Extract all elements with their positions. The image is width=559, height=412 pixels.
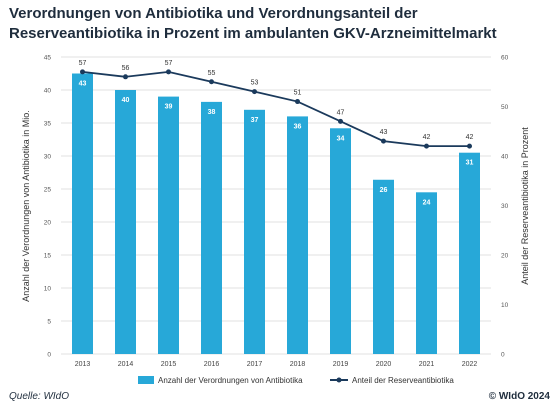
y-tick-label: 25 bbox=[44, 187, 52, 194]
copyright-note: © WIdO 2024 bbox=[488, 391, 550, 402]
x-tick-label: 2016 bbox=[204, 361, 220, 368]
legend: Anzahl der Verordnungen von Antibiotika … bbox=[138, 376, 454, 385]
bar bbox=[72, 73, 93, 354]
line-point bbox=[252, 89, 257, 95]
x-tick-label: 2017 bbox=[247, 361, 263, 368]
bar bbox=[115, 90, 136, 354]
line-path bbox=[82, 70, 470, 148]
line-point bbox=[166, 69, 171, 75]
y-tick-label: 40 bbox=[44, 88, 52, 95]
x-tick-label: 2015 bbox=[161, 361, 177, 368]
line-point bbox=[381, 138, 386, 144]
legend-bar-swatch bbox=[138, 376, 154, 384]
y2-tick-label: 40 bbox=[501, 154, 509, 161]
y-tick-label: 0 bbox=[47, 352, 51, 359]
line-value-labels: 57 56 57 55 53 51 47 43 42 42 bbox=[79, 60, 474, 141]
x-axis-ticks: 2013 2014 2015 2016 2017 2018 2019 2020 2021 2022 bbox=[75, 361, 478, 368]
y2-tick-label: 50 bbox=[501, 104, 509, 111]
line-point bbox=[209, 79, 214, 85]
bar bbox=[201, 101, 222, 354]
y-tick-label: 15 bbox=[44, 253, 52, 260]
bar-value-labels: 43 40 39 38 37 36 34 26 24 31 bbox=[79, 81, 474, 207]
bar bbox=[459, 152, 480, 354]
line-value-label: 57 bbox=[165, 60, 173, 67]
line-point bbox=[338, 118, 343, 124]
y-tick-label: 20 bbox=[44, 220, 52, 227]
y-tick-label: 45 bbox=[44, 55, 52, 62]
line-value-label: 47 bbox=[337, 109, 345, 116]
x-tick-label: 2013 bbox=[75, 361, 91, 368]
y-tick-label: 35 bbox=[44, 121, 52, 128]
x-tick-label: 2021 bbox=[419, 361, 435, 368]
line-value-label: 57 bbox=[79, 60, 87, 67]
source-note: Quelle: WIdO bbox=[9, 391, 70, 402]
bar-value-label: 40 bbox=[122, 97, 130, 104]
line-series bbox=[80, 69, 472, 149]
x-tick-label: 2019 bbox=[333, 361, 349, 368]
line-point bbox=[424, 143, 429, 149]
y2-tick-label: 20 bbox=[501, 253, 509, 260]
line-point bbox=[123, 74, 128, 80]
y-tick-label: 30 bbox=[44, 154, 52, 161]
bar bbox=[416, 192, 437, 354]
bar bbox=[287, 116, 308, 355]
x-tick-label: 2022 bbox=[462, 361, 478, 368]
bar-value-label: 36 bbox=[294, 123, 302, 130]
line-value-label: 43 bbox=[380, 129, 388, 136]
bar-value-label: 34 bbox=[337, 135, 345, 142]
line-value-label: 51 bbox=[294, 90, 302, 97]
y-tick-label: 10 bbox=[44, 286, 52, 293]
y2-tick-label: 30 bbox=[501, 203, 509, 210]
bar-value-label: 26 bbox=[380, 187, 388, 194]
line-point bbox=[80, 69, 85, 75]
line-value-label: 53 bbox=[251, 80, 259, 87]
y2-tick-label: 10 bbox=[501, 302, 509, 309]
bar bbox=[330, 128, 351, 354]
bar-series bbox=[72, 73, 480, 355]
bar-value-label: 37 bbox=[251, 117, 259, 124]
x-tick-label: 2020 bbox=[376, 361, 392, 368]
line-value-label: 42 bbox=[423, 134, 431, 141]
legend-line-label: Anteil der Reserveantibiotika bbox=[352, 376, 454, 385]
bar-value-label: 39 bbox=[165, 104, 173, 111]
line-value-label: 55 bbox=[208, 70, 216, 77]
x-tick-label: 2018 bbox=[290, 361, 306, 368]
right-axis-ticks: 0 10 20 30 40 50 60 bbox=[501, 55, 509, 359]
legend-bar-label: Anzahl der Verordnungen von Antibiotika bbox=[158, 376, 303, 385]
line-value-label: 56 bbox=[122, 65, 130, 72]
line-value-label: 42 bbox=[466, 134, 474, 141]
y2-tick-label: 0 bbox=[501, 352, 505, 359]
line-point bbox=[467, 143, 472, 149]
bar bbox=[244, 109, 265, 354]
y2-tick-label: 60 bbox=[501, 55, 509, 62]
y2-axis-label: Anteil der Reserveantibiotika in Prozent bbox=[520, 127, 530, 285]
bar-value-label: 31 bbox=[466, 160, 474, 167]
y-axis-label: Anzahl der Verordnungen von Antibiotika … bbox=[21, 110, 31, 302]
y-tick-label: 5 bbox=[47, 319, 51, 326]
legend-line-marker bbox=[336, 377, 342, 383]
chart-title: Verordnungen von Antibiotika und Verordn… bbox=[9, 5, 497, 42]
bar-value-label: 43 bbox=[79, 81, 87, 88]
bar-value-label: 24 bbox=[423, 199, 431, 206]
left-axis-ticks: 0 5 10 15 20 25 30 35 40 45 bbox=[44, 55, 52, 359]
bar-value-label: 38 bbox=[208, 109, 216, 116]
line-point bbox=[295, 99, 300, 105]
bar bbox=[158, 96, 179, 354]
bar bbox=[373, 179, 394, 354]
x-tick-label: 2014 bbox=[118, 361, 134, 368]
